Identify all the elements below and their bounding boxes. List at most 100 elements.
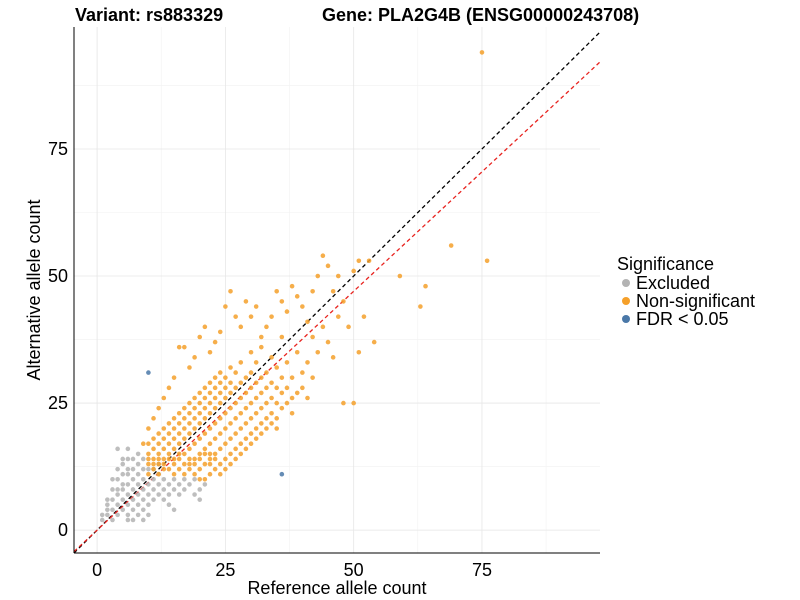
point-non-significant xyxy=(197,436,203,441)
point-non-significant xyxy=(223,410,228,416)
y-tick-label: 50 xyxy=(48,266,68,286)
point-non-significant xyxy=(223,385,228,391)
point-non-significant xyxy=(156,461,161,467)
point-excluded xyxy=(135,482,141,487)
point-non-significant xyxy=(259,421,264,426)
point-excluded xyxy=(99,512,105,518)
point-non-significant xyxy=(176,344,182,350)
point-excluded xyxy=(146,502,151,508)
point-excluded xyxy=(156,482,161,487)
point-non-significant xyxy=(156,451,161,457)
point-excluded xyxy=(146,512,151,518)
point-non-significant xyxy=(192,405,197,411)
point-non-significant xyxy=(259,344,264,350)
point-non-significant xyxy=(202,431,208,436)
point-non-significant xyxy=(182,451,187,457)
point-non-significant xyxy=(171,471,177,477)
point-excluded xyxy=(146,482,151,487)
point-non-significant xyxy=(161,466,167,472)
point-non-significant xyxy=(171,436,177,441)
point-non-significant xyxy=(176,431,182,436)
point-non-significant xyxy=(294,349,300,355)
point-non-significant xyxy=(217,431,223,436)
point-non-significant xyxy=(320,253,326,258)
x-axis-ticks: 0 25 50 75 xyxy=(92,560,492,580)
point-non-significant xyxy=(300,385,305,391)
point-excluded xyxy=(115,446,120,452)
point-excluded xyxy=(176,482,182,487)
point-non-significant xyxy=(212,451,218,457)
point-excluded xyxy=(146,466,151,472)
point-excluded xyxy=(171,487,177,492)
point-non-significant xyxy=(187,461,192,467)
point-non-significant xyxy=(356,349,362,355)
point-non-significant xyxy=(161,395,167,401)
point-non-significant xyxy=(274,385,280,391)
point-non-significant xyxy=(233,431,238,436)
point-non-significant xyxy=(264,416,269,421)
point-non-significant xyxy=(279,299,285,304)
point-non-significant xyxy=(418,304,423,309)
x-tick-label: 75 xyxy=(472,560,492,580)
point-non-significant xyxy=(192,441,197,447)
point-non-significant xyxy=(325,339,331,345)
point-non-significant xyxy=(264,385,269,391)
point-non-significant xyxy=(156,431,161,436)
point-non-significant xyxy=(228,405,233,411)
point-non-significant xyxy=(238,451,244,457)
point-non-significant xyxy=(305,360,310,365)
point-excluded xyxy=(120,507,126,513)
point-excluded xyxy=(166,482,172,487)
legend: Significance Excluded Non-significant FD… xyxy=(617,254,755,329)
point-excluded xyxy=(176,492,182,497)
point-excluded xyxy=(166,502,172,508)
point-excluded xyxy=(120,482,126,487)
point-non-significant xyxy=(305,319,310,325)
legend-swatch-fdr xyxy=(622,315,630,323)
point-non-significant xyxy=(228,380,233,386)
point-non-significant xyxy=(197,451,203,457)
point-excluded xyxy=(115,502,120,508)
point-non-significant xyxy=(341,299,346,304)
point-non-significant xyxy=(217,370,223,375)
point-non-significant xyxy=(176,410,182,416)
point-non-significant xyxy=(171,426,177,431)
plot-background xyxy=(74,27,600,553)
point-non-significant xyxy=(171,446,177,452)
point-non-significant xyxy=(243,446,249,452)
point-non-significant xyxy=(289,375,295,380)
point-non-significant xyxy=(274,365,280,370)
point-excluded xyxy=(140,487,146,492)
point-non-significant xyxy=(171,461,177,467)
point-non-significant xyxy=(274,400,280,406)
point-non-significant xyxy=(279,390,285,396)
point-excluded xyxy=(105,512,110,518)
point-non-significant xyxy=(146,451,151,457)
point-non-significant xyxy=(217,471,223,477)
point-non-significant xyxy=(346,324,351,330)
point-non-significant xyxy=(166,456,172,462)
point-excluded xyxy=(182,477,187,482)
point-non-significant xyxy=(197,400,203,406)
point-non-significant xyxy=(223,375,228,380)
point-non-significant xyxy=(187,466,192,472)
point-non-significant xyxy=(284,360,290,365)
point-non-significant xyxy=(202,451,208,457)
point-non-significant xyxy=(212,339,218,345)
point-non-significant xyxy=(264,426,269,431)
point-excluded xyxy=(166,492,172,497)
point-excluded xyxy=(130,517,136,523)
legend-label-non-significant: Non-significant xyxy=(636,291,755,311)
point-non-significant xyxy=(202,405,208,411)
point-non-significant xyxy=(351,268,356,274)
point-non-significant xyxy=(207,426,213,431)
point-excluded xyxy=(120,456,126,462)
point-non-significant xyxy=(233,416,238,421)
point-non-significant xyxy=(228,390,233,396)
point-non-significant xyxy=(223,466,228,472)
point-non-significant xyxy=(284,400,290,406)
point-non-significant xyxy=(269,380,274,386)
point-non-significant xyxy=(423,283,428,289)
point-non-significant xyxy=(243,299,249,304)
point-non-significant xyxy=(233,385,238,391)
